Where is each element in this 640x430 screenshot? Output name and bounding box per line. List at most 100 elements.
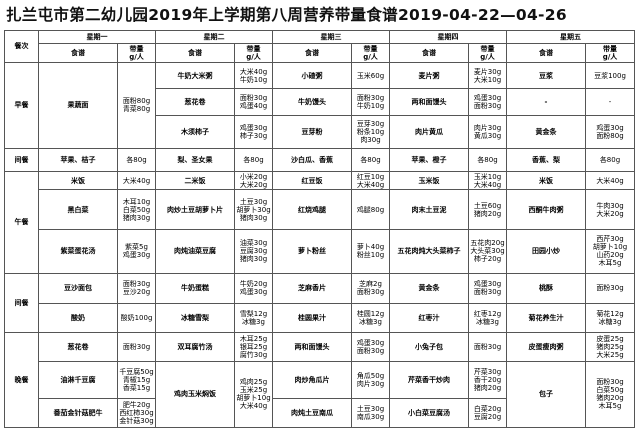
- meal-label-snack2: 间餐: [4, 272, 39, 334]
- dish-cell: 酸奶: [38, 302, 118, 334]
- unit-label: g/人: [602, 53, 618, 62]
- dish-cell: 菊花养生汁: [506, 302, 586, 334]
- unit-label: g/人: [363, 53, 378, 62]
- dish-cell: 梨、圣女果: [155, 147, 235, 172]
- dish-cell: 五花肉炖大头菜柿子: [389, 229, 469, 274]
- unit-label: g/人: [480, 53, 495, 62]
- dish-header: 食谱: [389, 43, 469, 63]
- day-header-fri: 星期五: [506, 29, 635, 45]
- dish-cell: 香蕉、梨: [506, 147, 586, 172]
- unit-label: g/人: [246, 53, 261, 62]
- amount-cell: 鸡蛋30g 面粉80g: [585, 114, 635, 149]
- dish-cell: 苹果、桔子: [38, 147, 118, 172]
- meal-label-dinner: 晚餐: [4, 332, 39, 428]
- amount-cell: 萝卜40g 粉丝10g: [351, 229, 390, 274]
- amount-cell: 大米40g: [585, 170, 635, 191]
- day-header-mon: 星期一: [38, 29, 156, 45]
- amount-cell: 桂圆12g 冰糖3g: [351, 302, 390, 334]
- dish-cell: 小白菜豆腐汤: [389, 398, 469, 428]
- amount-cell: 小米20g 大米20g: [234, 170, 273, 191]
- dish-cell: 油淋千豆腐: [38, 360, 118, 400]
- amount-cell: 面粉30g: [468, 332, 507, 362]
- amount-cell: 五花肉20g 大头菜30g 柿子20g: [468, 229, 507, 274]
- amount-cell: 大米40g 牛奶10g: [234, 61, 273, 90]
- dish-cell: 葱花卷: [38, 332, 118, 362]
- dish-cell: 紫菜蛋花汤: [38, 229, 118, 274]
- amount-cell: 红豆10g 大米40g: [351, 170, 390, 191]
- dish-cell: 桂圆果汁: [272, 302, 352, 334]
- amount-cell: 鸡蛋30g 面粉30g: [468, 88, 507, 116]
- amount-cell: 红枣12g 冰糖3g: [468, 302, 507, 334]
- dish-cell: 肉炒角瓜片: [272, 360, 352, 400]
- meal-header: 餐次: [4, 30, 39, 63]
- amount-cell: 面粉80g 青菜80g: [117, 61, 156, 149]
- dish-cell: 冰糖雪梨: [155, 302, 235, 334]
- amount-cell: 酸奶100g: [117, 302, 156, 334]
- dish-cell: 沙白瓜、香蕉: [272, 147, 352, 172]
- amount-cell: 豆浆100g: [585, 61, 635, 90]
- amount-cell: 菊花12g 冰糖3g: [585, 302, 635, 334]
- dish-cell: 肉炖土豆南瓜: [272, 398, 352, 428]
- dish-cell: 萝卜粉丝: [272, 229, 352, 274]
- menu-table: 餐次 星期一 星期二 星期三 星期四 星期五 食谱 带量 g/人 食谱 带量 g/人…: [4, 29, 635, 429]
- amount-cell: 各80g: [351, 147, 390, 172]
- meal-label-lunch: 午餐: [4, 170, 39, 274]
- dish-cell: 田园小炒: [506, 229, 586, 274]
- amount-cell: 木耳25g 银耳25g 腐竹30g: [234, 332, 273, 362]
- amount-cell: 玉米60g: [351, 61, 390, 90]
- dish-cell: 包子: [506, 360, 586, 429]
- dish-header: 食谱: [506, 43, 586, 63]
- meal-label-breakfast: 早餐: [4, 61, 39, 149]
- amount-cell: 面粉30g: [117, 332, 156, 362]
- amount-cell: 土豆60g 猪肉20g: [468, 189, 507, 230]
- dish-cell: 苹果、橙子: [389, 147, 469, 172]
- amount-cell: 肥牛20g 西红柿30g 金针菇30g: [117, 398, 156, 428]
- amount-cell: 鸡腿80g: [351, 189, 390, 230]
- amount-header: 带量 g/人: [351, 43, 390, 63]
- amount-header: 带量 g/人: [468, 43, 507, 63]
- amount-cell: 鸡蛋30g 面粉30g: [351, 332, 390, 362]
- amount-cell: 芝麻2g 面粉30g: [351, 272, 390, 304]
- unit-label: g/人: [129, 53, 144, 62]
- dish-cell: 肉炖油菜豆腐: [155, 229, 235, 274]
- dish-cell: 肉末土豆泥: [389, 189, 469, 230]
- amount-cell: 土豆30g 胡萝卜30g 猪肉30g: [234, 189, 273, 230]
- dish-cell: 豆沙面包: [38, 272, 118, 304]
- amount-cell: -: [585, 88, 635, 116]
- amount-label: 带量: [129, 45, 144, 54]
- dish-cell: 二米饭: [155, 170, 235, 191]
- amount-label: 带量: [246, 45, 261, 54]
- amount-cell: 土豆30g 南瓜30g: [351, 398, 390, 428]
- dish-cell: -: [506, 88, 586, 116]
- amount-cell: 鸡蛋30g 柿子30g: [234, 114, 273, 149]
- amount-cell: 鸡蛋30g 面粉30g: [468, 272, 507, 304]
- amount-cell: 豆芽30g 粉条10g 肉30g: [351, 114, 390, 149]
- amount-cell: 油菜30g 豆腐30g 猪肉30g: [234, 229, 273, 274]
- dish-cell: 牛奶蛋糕: [155, 272, 235, 304]
- amount-cell: 面粉30g: [585, 272, 635, 304]
- amount-cell: 面粉30g 豆沙20g: [117, 272, 156, 304]
- dish-cell: 米饭: [38, 170, 118, 191]
- amount-cell: 白菜20g 豆腐20g: [468, 398, 507, 428]
- amount-label: 带量: [480, 45, 495, 54]
- dish-cell: 豆芽粉: [272, 114, 352, 149]
- amount-cell: 大米40g: [117, 170, 156, 191]
- amount-cell: 芹菜30g 香干20g 猪肉20g: [468, 360, 507, 400]
- amount-header: 带量 g/人: [234, 43, 273, 63]
- dish-cell: 红豆饭: [272, 170, 352, 191]
- amount-header: 带量 g/人: [585, 43, 635, 63]
- amount-cell: 西芹30g 胡萝卜10g 山药20g 木耳5g: [585, 229, 635, 274]
- amount-label: 带量: [363, 45, 378, 54]
- dish-cell: 小碴粥: [272, 61, 352, 90]
- amount-cell: 牛奶20g 鸡蛋30g: [234, 272, 273, 304]
- amount-cell: 肉片30g 黄瓜30g: [468, 114, 507, 149]
- amount-cell: 角瓜50g 肉片30g: [351, 360, 390, 400]
- amount-cell: 皮蛋25g 猪肉25g 大米25g: [585, 332, 635, 362]
- dish-cell: 牛奶大米粥: [155, 61, 235, 90]
- amount-cell: 紫菜5g 鸡蛋30g: [117, 229, 156, 274]
- day-header-thu: 星期四: [389, 29, 507, 45]
- dish-cell: 肉炒土豆胡萝卜片: [155, 189, 235, 230]
- dish-cell: 芹菜香干炒肉: [389, 360, 469, 400]
- dish-cell: 西酮牛肉粥: [506, 189, 586, 230]
- amount-cell: 千豆腐50g 青椒15g 香菜15g: [117, 360, 156, 400]
